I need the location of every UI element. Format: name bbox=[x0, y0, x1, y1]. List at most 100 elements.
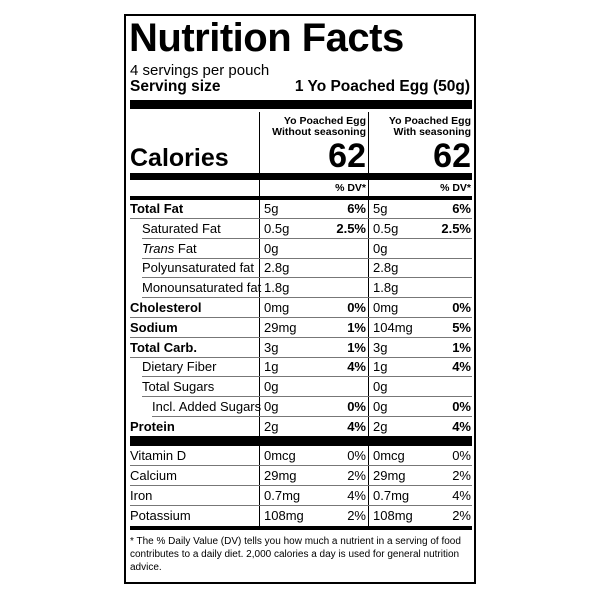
amount: 1g bbox=[373, 359, 388, 375]
row-rule bbox=[142, 237, 472, 239]
amount: 0.7mg bbox=[264, 488, 301, 503]
thick-rule bbox=[130, 173, 472, 180]
daily-value: 2% bbox=[347, 468, 366, 483]
row-label-text: Potassium bbox=[130, 508, 191, 523]
row-label: Potassium bbox=[130, 506, 191, 526]
row-label: Sodium bbox=[130, 318, 178, 338]
row-label-text: Calcium bbox=[130, 468, 177, 483]
daily-value: 2% bbox=[347, 508, 366, 523]
amount: 0g bbox=[373, 240, 388, 256]
row-label-text: Saturated Fat bbox=[142, 220, 221, 236]
row-rule bbox=[130, 485, 472, 486]
amount: 29mg bbox=[373, 468, 406, 483]
row-label-text: Vitamin D bbox=[130, 448, 187, 463]
daily-value: 4% bbox=[452, 418, 471, 434]
row-rule bbox=[130, 465, 472, 466]
daily-value: 4% bbox=[452, 359, 471, 375]
row-label-text: Iron bbox=[130, 488, 153, 503]
row-label: Calcium bbox=[130, 466, 177, 486]
calories-value: 62 bbox=[328, 137, 366, 175]
column-name: Yo Poached Egg bbox=[388, 115, 471, 127]
row-label-text: Sodium bbox=[130, 319, 178, 335]
row-rule bbox=[142, 376, 472, 378]
row-label-text: Total Carb. bbox=[130, 339, 197, 355]
row-label-text: Protein bbox=[130, 418, 175, 434]
row-rule bbox=[130, 336, 472, 338]
daily-value: 0% bbox=[347, 300, 366, 315]
amount: 1.8g bbox=[373, 280, 399, 296]
amount: 5g bbox=[264, 201, 279, 216]
amount: 3g bbox=[373, 339, 388, 355]
daily-value: 1% bbox=[347, 319, 366, 335]
daily-value: 2.5% bbox=[441, 220, 471, 236]
daily-value: 1% bbox=[347, 339, 366, 355]
column-subname: With seasoning bbox=[393, 126, 472, 138]
daily-value: 2% bbox=[452, 468, 471, 483]
row-label-text: Polyunsaturated fat bbox=[142, 260, 255, 276]
amount: 108mg bbox=[264, 508, 304, 523]
daily-value: 4% bbox=[347, 418, 366, 434]
row-label: Iron bbox=[130, 486, 152, 506]
row-rule bbox=[142, 396, 472, 398]
daily-value: 5% bbox=[452, 319, 471, 335]
row-label: Total Sugars bbox=[142, 377, 214, 397]
row-rule bbox=[152, 416, 472, 417]
row-label-text: Total Fat bbox=[130, 201, 184, 216]
amount: 2g bbox=[264, 418, 279, 434]
amount: 29mg bbox=[264, 319, 297, 335]
row-rule bbox=[142, 297, 472, 299]
daily-value: 0% bbox=[452, 399, 471, 414]
daily-value: 2.5% bbox=[336, 220, 366, 236]
serving-size-value: 1 Yo Poached Egg (50g) bbox=[294, 78, 470, 95]
column-name: Yo Poached Egg bbox=[283, 115, 366, 127]
amount: 0mg bbox=[373, 300, 399, 315]
dv-header: % DV* bbox=[440, 182, 471, 194]
row-label: Cholesterol bbox=[130, 298, 202, 318]
row-label-text: Incl. Added Sugars bbox=[152, 399, 262, 414]
row-label: Monounsaturated fat bbox=[142, 278, 261, 298]
daily-value: 0% bbox=[452, 300, 471, 315]
row-rule bbox=[130, 356, 472, 358]
row-label: Dietary Fiber bbox=[142, 357, 216, 377]
dv-header: % DV* bbox=[335, 182, 366, 194]
amount: 108mg bbox=[373, 508, 413, 523]
row-rule bbox=[142, 277, 472, 279]
calories-value: 62 bbox=[433, 137, 471, 175]
amount: 0.7mg bbox=[373, 488, 410, 503]
row-label-text: Monounsaturated fat bbox=[142, 280, 262, 296]
row-label-text: Fat bbox=[177, 240, 197, 256]
daily-value: 2% bbox=[452, 508, 471, 523]
amount: 2.8g bbox=[373, 260, 399, 276]
row-label-text: Total Sugars bbox=[142, 379, 215, 395]
amount: 0g bbox=[264, 399, 279, 414]
column-divider bbox=[368, 112, 369, 526]
medium-rule bbox=[130, 526, 472, 530]
footnote: * The % Daily Value (DV) tells you how m… bbox=[130, 536, 461, 573]
medium-rule bbox=[130, 196, 472, 200]
row-rule bbox=[130, 505, 472, 506]
amount: 1g bbox=[264, 359, 279, 375]
serving-size-label: Serving size bbox=[130, 78, 221, 95]
amount: 0g bbox=[373, 379, 388, 395]
amount: 0.5g bbox=[264, 220, 290, 236]
row-label: Saturated Fat bbox=[142, 219, 221, 239]
row-label: Protein bbox=[130, 417, 175, 437]
amount: 1.8g bbox=[264, 280, 290, 296]
daily-value: 0% bbox=[452, 448, 471, 463]
row-label: Polyunsaturated fat bbox=[142, 258, 254, 278]
daily-value: 6% bbox=[452, 201, 471, 216]
title: Nutrition Facts bbox=[129, 16, 404, 60]
amount: 0mg bbox=[264, 300, 290, 315]
servings: 4 servings per pouch bbox=[130, 62, 270, 79]
amount: 0g bbox=[373, 399, 388, 414]
label-frame bbox=[124, 14, 476, 584]
amount: 2.8g bbox=[264, 260, 290, 276]
amount: 5g bbox=[373, 201, 388, 216]
column-divider bbox=[259, 112, 260, 526]
calories-label: Calories bbox=[130, 144, 229, 172]
row-label: Vitamin D bbox=[130, 446, 186, 466]
row-label: Total Fat bbox=[130, 199, 183, 219]
column-subname: Without seasoning bbox=[272, 126, 366, 138]
amount: 0g bbox=[264, 240, 279, 256]
row-label-italic: Trans bbox=[142, 240, 175, 256]
